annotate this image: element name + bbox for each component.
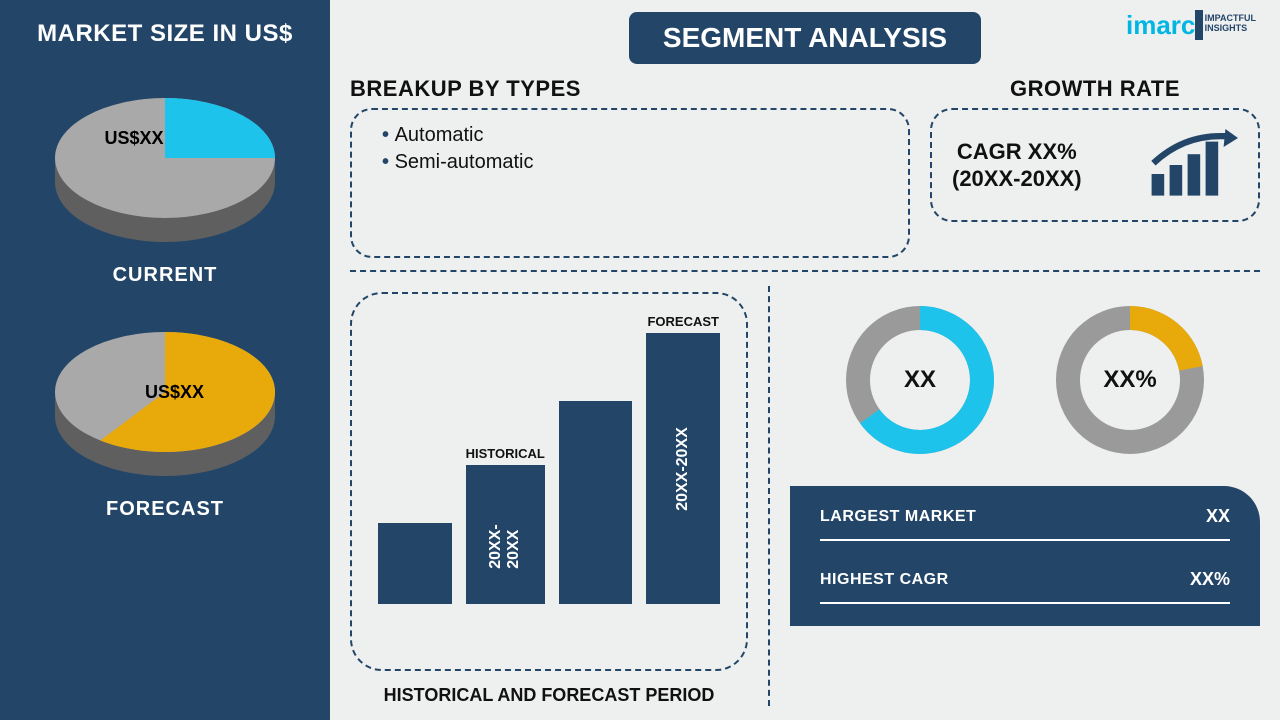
growth-box: CAGR XX% (20XX-20XX) [930,108,1260,222]
divider [350,270,1260,272]
bar: 20XX-20XX [466,465,545,604]
bar-col: FORECAST 20XX-20XX [646,314,720,604]
types-panel: BREAKUP BY TYPES Automatic Semi-automati… [350,76,910,258]
logo-text: imarc [1126,10,1195,40]
metric-label: HIGHEST CAGR [820,571,1010,589]
svg-text:US$XX: US$XX [105,128,164,148]
donuts: XX XX% [840,300,1210,460]
pie-forecast: US$XX FORECAST [10,302,320,521]
donut-1-svg [840,300,1000,460]
bar-top-label: HISTORICAL [466,446,545,461]
bar: 20XX-20XX [646,333,720,604]
bar-col: HISTORICAL 20XX-20XX [466,314,545,604]
bar-side-label: 20XX-20XX [674,427,692,511]
type-item: Semi-automatic [382,151,886,174]
bar [559,401,633,604]
metric-value: XX% [1180,569,1230,590]
types-box: Automatic Semi-automatic [350,108,910,258]
right-panel: XX XX% LARGEST MARKET XX [790,286,1260,706]
main: imarc|IMPACTFULINSIGHTS SEGMENT ANALYSIS… [330,0,1280,720]
metric-row: HIGHEST CAGR XX% [820,569,1230,604]
bar [378,523,452,604]
logo: imarc|IMPACTFULINSIGHTS [1126,10,1256,41]
donut-1: XX [840,300,1000,460]
page: MARKET SIZE IN US$ US$XX CURRENT US$XX F… [0,0,1280,720]
metric-value: XX [1180,506,1230,527]
row-bottom: HISTORICAL 20XX-20XX FORECAST 20XX-20XX HIS… [350,286,1260,706]
growth-panel: GROWTH RATE CAGR XX% (20XX-20XX) [930,76,1260,258]
page-title: SEGMENT ANALYSIS [629,12,981,64]
donut-2-svg [1050,300,1210,460]
metric-label: LARGEST MARKET [820,508,1010,526]
bar-top-label: FORECAST [647,314,719,329]
sidebar: MARKET SIZE IN US$ US$XX CURRENT US$XX F… [0,0,330,720]
sidebar-title: MARKET SIZE IN US$ [37,20,293,48]
row-top: BREAKUP BY TYPES Automatic Semi-automati… [350,76,1260,258]
types-title: BREAKUP BY TYPES [350,76,910,102]
pie-forecast-caption: FORECAST [106,498,224,521]
bar-col [559,314,633,604]
history-caption: HISTORICAL AND FORECAST PERIOD [384,685,715,706]
history-bars: HISTORICAL 20XX-20XX FORECAST 20XX-20XX [378,314,720,604]
donut-2: XX% [1050,300,1210,460]
history-box: HISTORICAL 20XX-20XX FORECAST 20XX-20XX [350,292,748,671]
bar-col [378,314,452,604]
types-list: Automatic Semi-automatic [374,124,886,174]
metric-underline [820,539,1230,541]
bar-side-label: 20XX-20XX [487,500,523,570]
history-panel: HISTORICAL 20XX-20XX FORECAST 20XX-20XX HIS… [350,286,770,706]
pie-current-svg: US$XX [30,68,300,258]
growth-text: CAGR XX% (20XX-20XX) [952,138,1082,193]
metrics-box: LARGEST MARKET XX HIGHEST CAGR XX% [790,486,1260,626]
pie-forecast-svg: US$XX [30,302,300,492]
type-item: Automatic [382,124,886,147]
growth-title: GROWTH RATE [1010,76,1180,102]
metric-underline [820,602,1230,604]
growth-icon [1148,128,1238,202]
metric-row: LARGEST MARKET XX [820,506,1230,541]
pie-current: US$XX CURRENT [10,68,320,287]
pie-current-caption: CURRENT [113,264,218,287]
svg-text:US$XX: US$XX [145,382,204,402]
